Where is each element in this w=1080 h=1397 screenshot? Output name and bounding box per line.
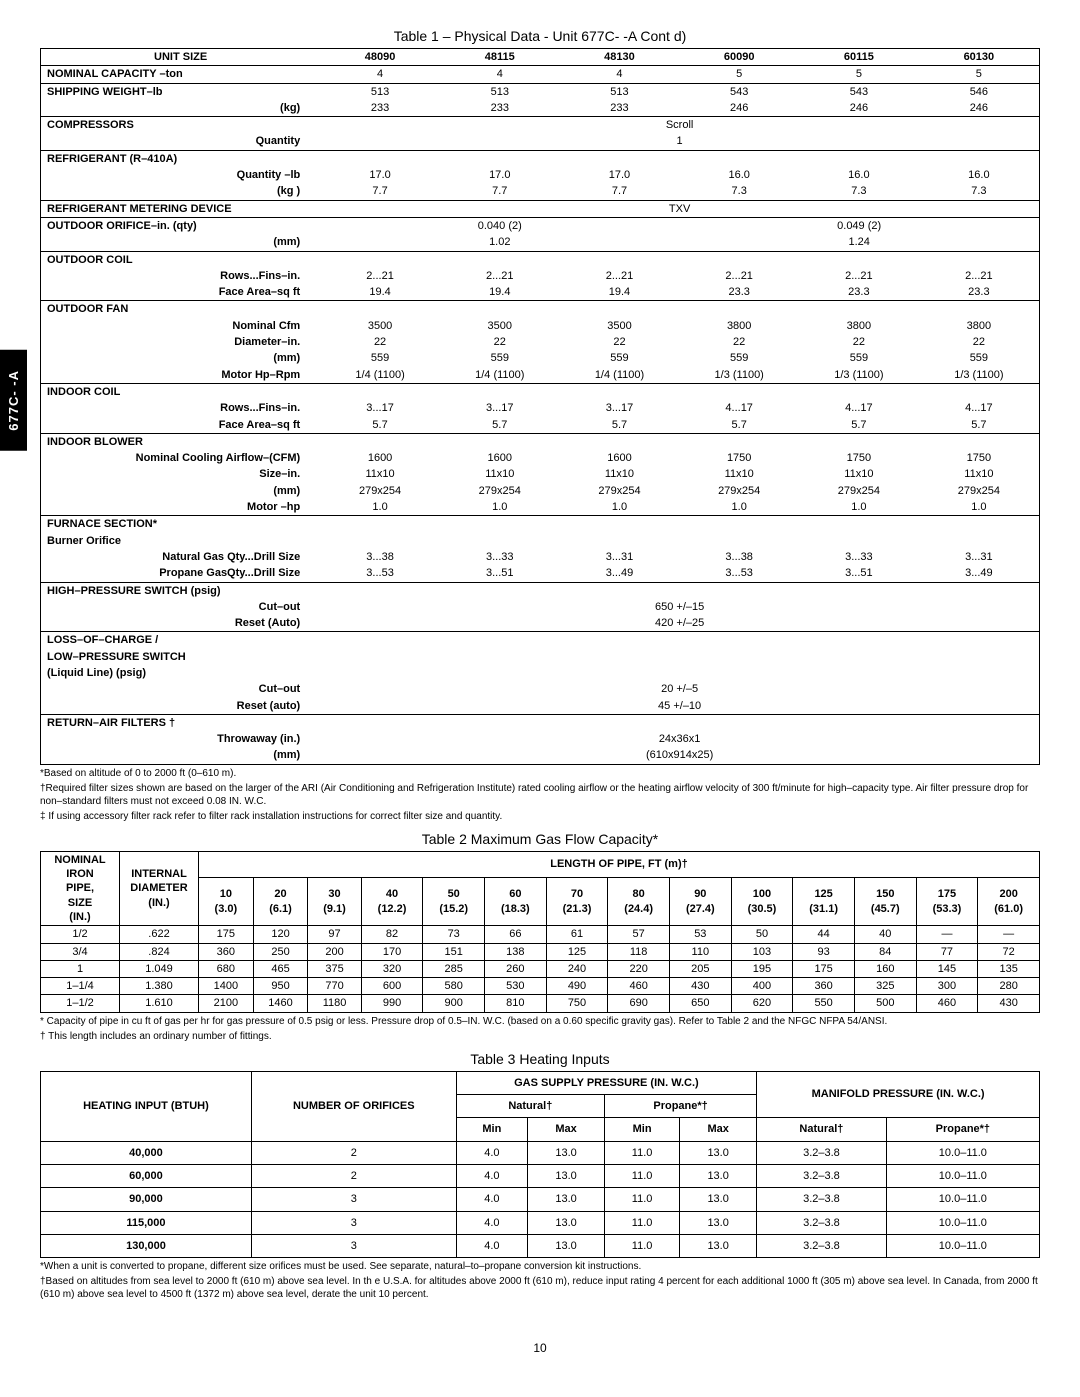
t1-foot2: †Required filter sizes shown are based o…	[40, 782, 1040, 808]
t1-foot1: *Based on altitude of 0 to 2000 ft (0–61…	[40, 767, 1040, 780]
table1: UNIT SIZE480904811548130600906011560130N…	[40, 48, 1040, 765]
t3-foot1: *When a unit is converted to propane, di…	[40, 1260, 1040, 1273]
table1-title: Table 1 – Physical Data - Unit 677C- -A …	[40, 28, 1040, 44]
table2-title: Table 2 Maximum Gas Flow Capacity*	[40, 831, 1040, 847]
side-tab: 677C- -A	[0, 350, 27, 451]
table3: HEATING INPUT (BTUH)NUMBER OF ORIFICESGA…	[40, 1071, 1040, 1258]
table2: NOMINALIRONPIPE,SIZE(IN.)INTERNALDIAMETE…	[40, 851, 1040, 1013]
table3-title: Table 3 Heating Inputs	[40, 1051, 1040, 1067]
page-number: 10	[40, 1341, 1040, 1355]
t3-foot2: †Based on altitudes from sea level to 20…	[40, 1275, 1040, 1301]
t1-foot3: ‡ If using accessory filter rack refer t…	[40, 810, 1040, 823]
t2-foot1: * Capacity of pipe in cu ft of gas per h…	[40, 1015, 1040, 1028]
t2-foot2: † This length includes an ordinary numbe…	[40, 1030, 1040, 1043]
